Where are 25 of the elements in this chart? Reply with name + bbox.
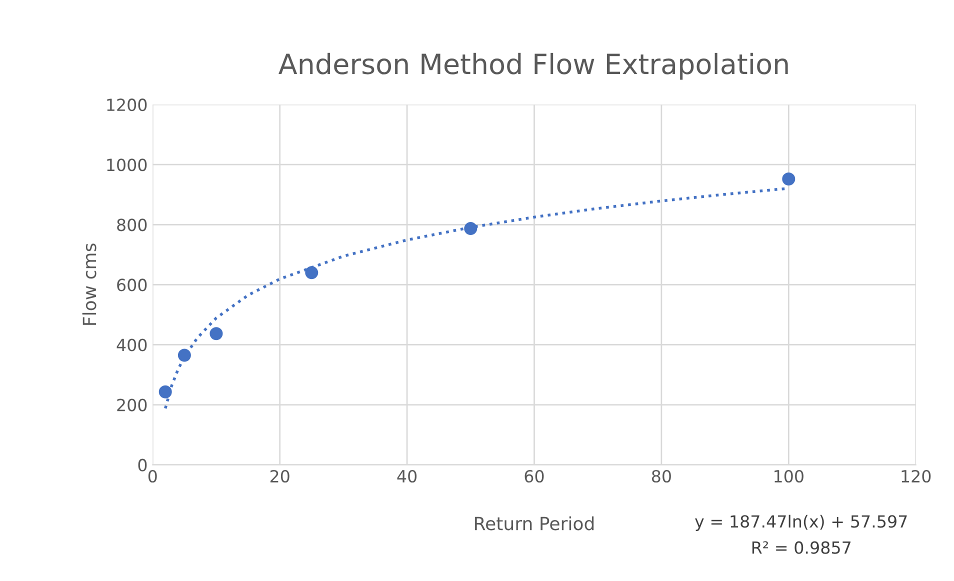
y-tick-label: 200 (117, 398, 147, 412)
point (464, 222, 478, 236)
chart-title: Anderson Method Flow Extrapolation (278, 52, 788, 80)
y-axis-title: Flow cms (82, 244, 96, 325)
y-tick-label: 1000 (107, 158, 147, 172)
x-tick-label: 60 (524, 470, 544, 483)
y-tick-label: 600 (117, 278, 147, 292)
x-tick-label: 100 (774, 470, 804, 483)
point (210, 327, 223, 340)
y-tick-label: 0 (138, 458, 147, 472)
point (305, 266, 318, 280)
y-tick-label: 800 (117, 218, 147, 232)
y-tick-label: 1200 (107, 98, 147, 112)
point (158, 385, 172, 398)
x-tick-label: 0 (148, 470, 157, 483)
x-tick-label: 40 (397, 470, 417, 483)
x-tick-label: 80 (652, 470, 671, 483)
text: y = 187.47ln(x) + 57.597 (695, 514, 907, 531)
x-tick-label: 20 (270, 470, 290, 483)
x-tick-label: 120 (902, 470, 931, 483)
y-tick-label: 400 (116, 338, 147, 352)
text: R² = 0.9857 (752, 541, 851, 554)
point (178, 348, 191, 362)
x-axis-title: Return Period (475, 516, 594, 530)
point (782, 172, 796, 186)
